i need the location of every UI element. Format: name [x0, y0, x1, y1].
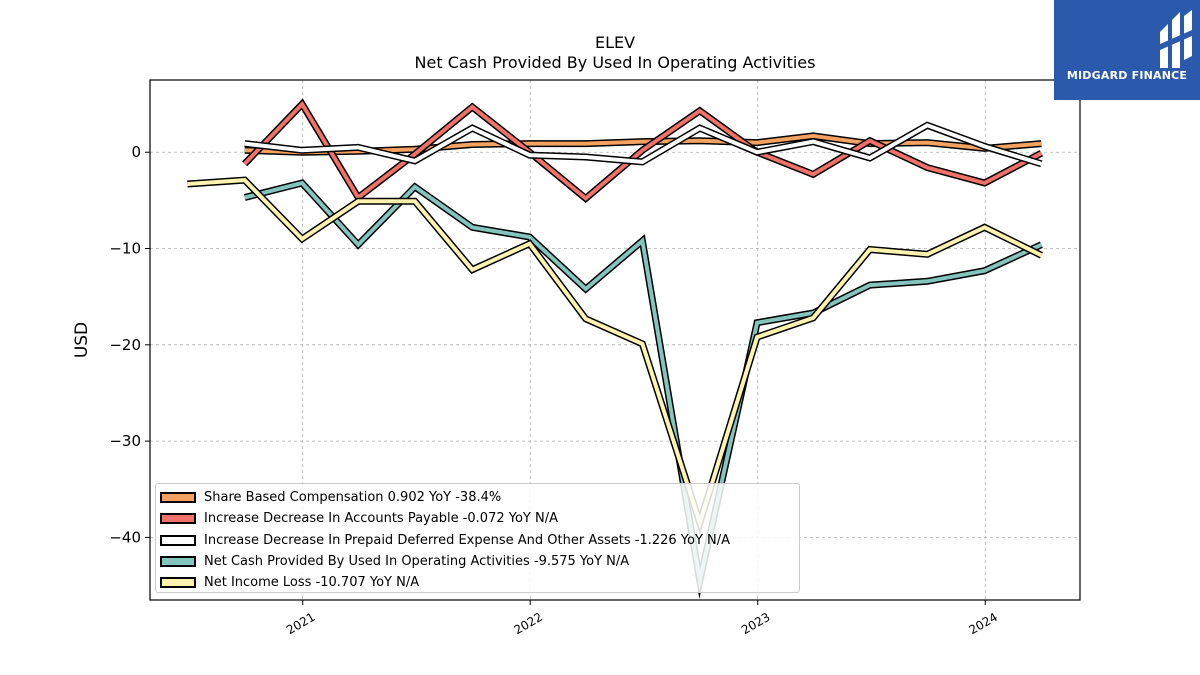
legend-swatch [160, 556, 196, 568]
y-tick-label: −30 [109, 432, 141, 450]
legend-label: Increase Decrease In Prepaid Deferred Ex… [204, 532, 731, 548]
legend-item: Net Cash Provided By Used In Operating A… [160, 551, 799, 572]
chart-subtitle: Net Cash Provided By Used In Operating A… [415, 53, 816, 72]
legend-item: Net Income Loss -10.707 YoY N/A [160, 572, 799, 593]
series-line [187, 178, 1043, 530]
legend-label: Increase Decrease In Accounts Payable -0… [204, 511, 558, 527]
y-tick-label: −20 [109, 336, 141, 354]
brand-name: MIDGARD FINANCE [1066, 69, 1188, 82]
series-3 [243, 179, 1043, 599]
series-1 [242, 98, 1044, 203]
legend-swatch [160, 513, 196, 525]
legend-item: Increase Decrease In Prepaid Deferred Ex… [160, 530, 799, 551]
series-line [244, 123, 1042, 166]
legend-label: Share Based Compensation 0.902 YoY -38.4… [204, 490, 502, 506]
legend-swatch [160, 577, 196, 589]
y-axis-ticks: 0 −10 −20 −30 −40 [109, 143, 150, 546]
legend-swatch [160, 534, 196, 546]
legend-item: Share Based Compensation 0.902 YoY -38.4… [160, 487, 799, 508]
legend-label: Net Income Loss -10.707 YoY N/A [204, 575, 420, 591]
x-tick-label: 2023 [739, 610, 772, 637]
series-4 [187, 176, 1043, 535]
plot-frame [149, 79, 1081, 601]
x-tick-label: 2022 [512, 610, 545, 637]
series-lines [187, 98, 1044, 599]
legend-item: Increase Decrease In Accounts Payable -0… [160, 508, 799, 529]
legend-swatch [160, 492, 196, 504]
series-line [243, 100, 1043, 202]
x-axis-ticks: 2021 2022 2023 2024 [284, 600, 1000, 637]
midgard-logo-icon [1160, 10, 1192, 68]
chart-title: ELEV [595, 33, 635, 52]
series-line [244, 180, 1043, 592]
series-2 [244, 121, 1043, 168]
legend-label: Net Cash Provided By Used In Operating A… [204, 554, 630, 570]
legend: Share Based Compensation 0.902 YoY -38.4… [155, 483, 800, 593]
y-tick-label: −10 [109, 240, 141, 258]
y-tick-label: −40 [109, 528, 141, 546]
brand-logo: MIDGARD FINANCE [1054, 0, 1200, 100]
y-tick-label: 0 [131, 143, 141, 161]
x-tick-label: 2024 [967, 610, 1000, 637]
x-tick-label: 2021 [284, 610, 317, 637]
y-axis-label: USD [72, 322, 92, 358]
